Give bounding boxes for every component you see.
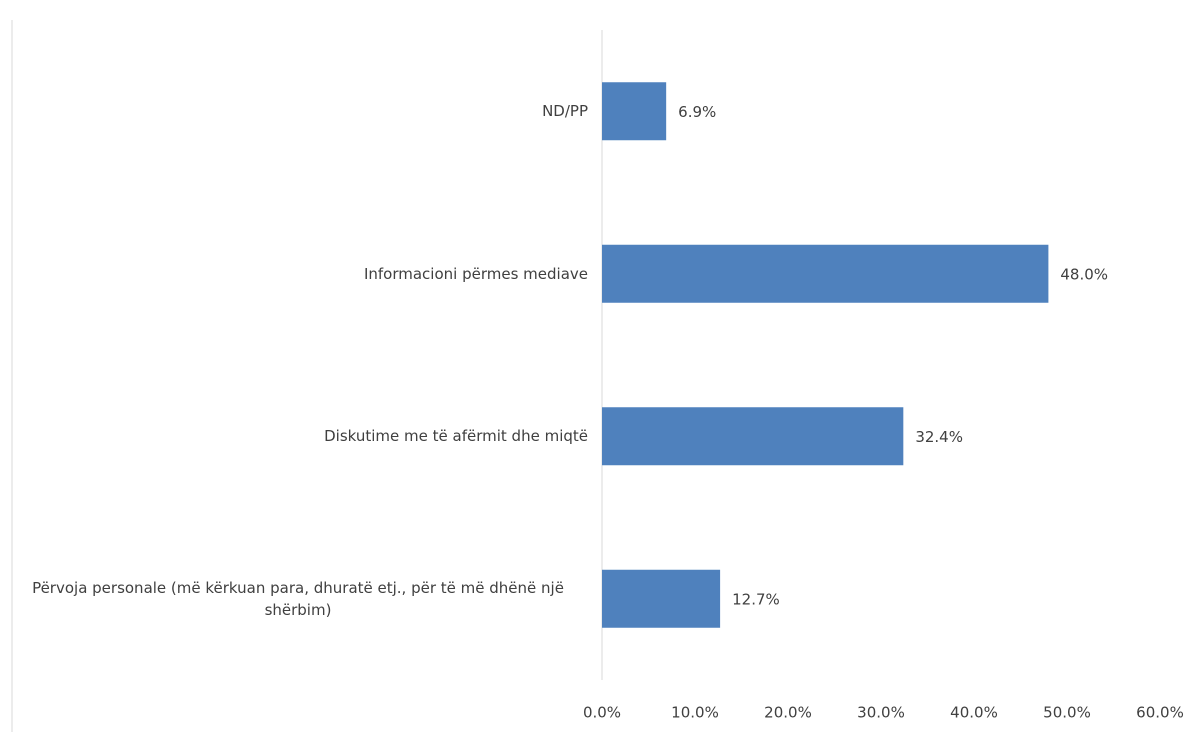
x-tick-label: 0.0% — [583, 704, 621, 722]
x-tick-label: 40.0% — [950, 704, 998, 722]
data-label: 32.4% — [915, 428, 963, 446]
category-label: Diskutime me të afërmit dhe miqtë — [324, 427, 588, 446]
x-tick-label: 20.0% — [764, 704, 812, 722]
data-label: 6.9% — [678, 103, 716, 121]
category-label: Informacioni përmes mediave — [363, 264, 588, 283]
category-label: ND/PP — [542, 102, 588, 121]
x-tick-label: 10.0% — [671, 704, 719, 722]
bar — [602, 82, 667, 141]
data-label: 48.0% — [1060, 265, 1108, 283]
category-label: Përvoja personale (më kërkuan para, dhur… — [32, 578, 564, 619]
x-tick-label: 60.0% — [1136, 704, 1184, 722]
x-tick-label: 30.0% — [857, 704, 905, 722]
bar — [602, 407, 904, 466]
bar — [602, 569, 721, 628]
bar — [602, 244, 1049, 303]
x-tick-label: 50.0% — [1043, 704, 1091, 722]
data-label: 12.7% — [732, 590, 780, 608]
